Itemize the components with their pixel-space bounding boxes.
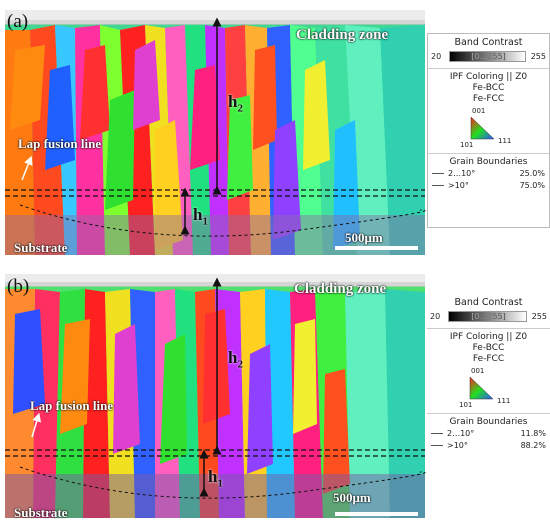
band-gradient-bar xyxy=(449,51,526,62)
tri-label-101: 101 xyxy=(460,141,474,149)
h1-label-a: h1 xyxy=(193,205,208,228)
ebsd-panel-a: (a) Cladding zone Lap fusion line Substr… xyxy=(0,0,550,262)
lap-arrow-a xyxy=(21,155,33,181)
annotation-overlay-b xyxy=(5,277,426,516)
substrate-label-b: Substrate xyxy=(14,505,68,520)
band-gradient-bar xyxy=(448,311,527,322)
tri-label-111: 111 xyxy=(497,397,511,405)
substrate-boundary-a xyxy=(19,204,426,237)
band-max: 255 xyxy=(530,52,546,61)
tri-label-101: 101 xyxy=(459,401,473,409)
legend-panel-a: Band Contrast 20 [0…255] 255 IPF Colorin… xyxy=(427,33,550,228)
band-min: 20 xyxy=(431,52,442,61)
band-contrast-title: Band Contrast xyxy=(454,297,523,308)
h2-label-b: h2 xyxy=(228,348,243,371)
panel-letter-a: (a) xyxy=(7,11,29,32)
cladding-zone-label-b: Cladding zone xyxy=(294,281,387,297)
legend-panel-b: Band Contrast 20 [0…255] 255 IPF Colorin… xyxy=(427,294,550,519)
cladding-zone-label-a: Cladding zone xyxy=(296,27,389,43)
band-range: [0…255] xyxy=(471,52,506,61)
lap-arrow-b xyxy=(31,412,42,438)
substrate-boundary-b xyxy=(19,466,426,499)
grain-boundaries-title: Grain Boundaries xyxy=(449,417,528,427)
annotation-overlay-a xyxy=(5,17,426,250)
ipf-title: IPF Coloring || Z0 xyxy=(449,72,528,82)
ipf-title: IPF Coloring || Z0 xyxy=(449,332,528,342)
ipf-grain-map-a xyxy=(5,10,425,255)
band-contrast-title: Band Contrast xyxy=(454,37,523,48)
band-max: 255 xyxy=(531,312,547,321)
ebsd-ipf-map-a xyxy=(5,10,425,255)
ipf-triangle-icon xyxy=(470,116,495,140)
tri-label-111: 111 xyxy=(498,137,512,145)
gb-row-high: >10° 75.0% xyxy=(428,180,549,192)
scale-bar-label-a: 500μm xyxy=(345,230,383,245)
band-contrast-scale: 20 [0…255] 255 xyxy=(430,310,547,324)
h2-label-a: h2 xyxy=(228,92,243,115)
lap-fusion-line-label-b: Lap fusion line xyxy=(30,398,114,413)
panel-letter-b: (b) xyxy=(7,276,30,297)
phase-bcc: Fe-BCC xyxy=(472,83,505,93)
tri-label-001: 001 xyxy=(472,107,486,115)
grain-boundaries-title: Grain Boundaries xyxy=(449,157,528,167)
h1-label-b: h1 xyxy=(208,467,223,490)
band-contrast-scale: 20 [0…255] 255 xyxy=(431,50,546,64)
ipf-triangle-key: 001 101 111 xyxy=(428,107,549,149)
phase-bcc: Fe-BCC xyxy=(472,343,505,353)
ipf-triangle-key: 001 101 111 xyxy=(427,367,550,409)
gb-row-low: 2…10° 11.8% xyxy=(427,428,550,440)
lap-fusion-line-label-a: Lap fusion line xyxy=(18,136,102,151)
gb-row-low: 2…10° 25.0% xyxy=(428,168,549,180)
substrate-label-a: Substrate xyxy=(14,240,68,255)
gb-row-high: >10° 88.2% xyxy=(427,440,550,452)
phase-fcc: Fe-FCC xyxy=(472,354,505,364)
ebsd-panel-b: (b) Cladding zone Lap fusion line Substr… xyxy=(0,262,550,530)
band-range: [0…255] xyxy=(471,312,506,321)
tri-label-001: 001 xyxy=(471,367,485,375)
phase-fcc: Fe-FCC xyxy=(472,94,505,104)
band-min: 20 xyxy=(430,312,441,321)
scale-bar-label-b: 500μm xyxy=(333,490,371,505)
ipf-triangle-icon xyxy=(469,376,494,400)
